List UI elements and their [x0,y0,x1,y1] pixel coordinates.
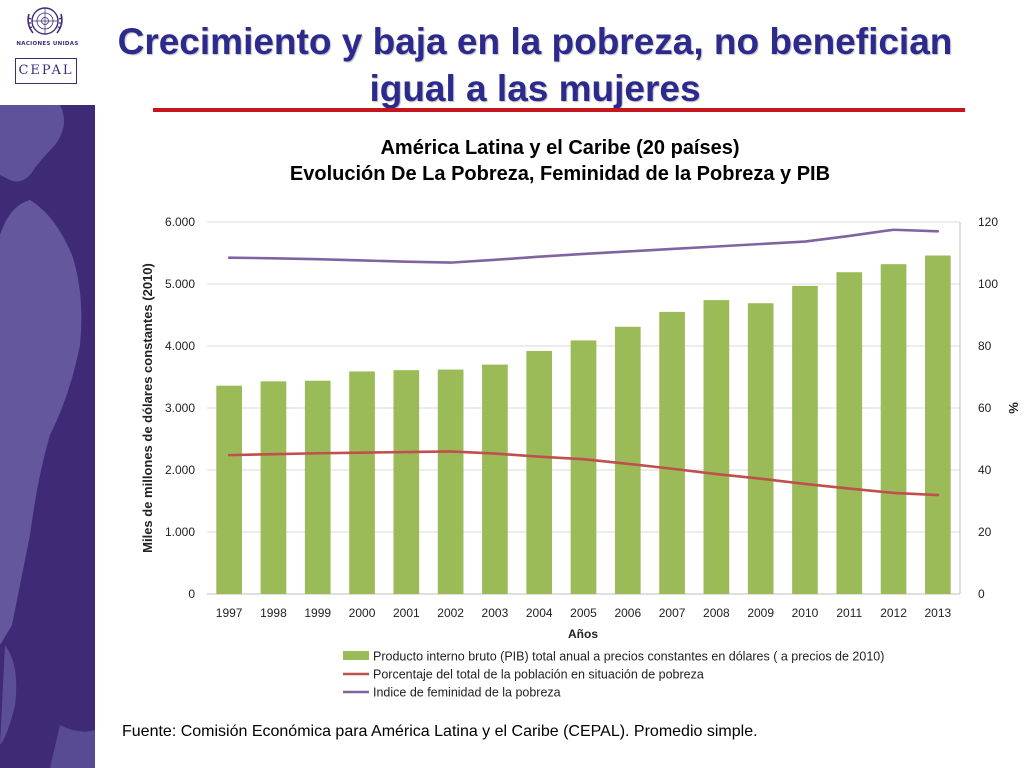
y-tick-label: 2.000 [165,463,195,477]
y-tick-label: 0 [188,587,195,601]
gdp-bar [437,369,464,594]
gdp-bar [703,300,730,594]
gdp-bar [216,385,242,594]
gdp-bar [260,381,287,594]
poverty-percentage-line [227,450,940,497]
y-tick-label: 5.000 [165,277,195,291]
y2-tick-label: 80 [978,339,992,353]
x-tick-label: 2009 [747,606,774,620]
un-name-label: NACIONES UNIDAS [16,41,79,47]
chart-title-line1: América Latina y el Caribe (20 países) [380,137,740,159]
x-tick-label: 2003 [482,606,509,620]
x-tick-label: 2008 [703,606,730,620]
x-tick-label: 2007 [659,606,686,620]
gdp-bars [216,255,951,595]
gdp-bar [482,364,508,594]
gdp-bar [614,326,641,594]
x-tick-label: 2004 [526,606,553,620]
chart-title: América Latina y el Caribe (20 países) E… [200,135,920,187]
logo-area: NACIONES UNIDAS CEPAL [0,0,95,105]
gdp-bar [836,272,863,594]
x-tick-label: 1997 [216,606,243,620]
legend-item-poverty: Porcentaje del total de la población en … [373,668,704,682]
y-axis-label: Miles de millones de dólares constantes … [140,263,155,553]
x-tick-label: 2010 [792,606,819,620]
y-tick-label: 6.000 [165,215,195,229]
x-tick-label: 2006 [614,606,641,620]
y2-axis-label: % [1006,402,1021,414]
gdp-bar [659,311,685,594]
x-tick-label: 1998 [260,606,287,620]
gdp-bar [792,285,818,594]
x-tick-label: 2001 [393,606,420,620]
left-axis-ticks: 0 1.000 2.000 3.000 4.000 5.000 6.000 [165,215,195,601]
gdp-bar [570,340,597,594]
gdp-bar [880,264,907,594]
x-tick-label: 2000 [349,606,376,620]
gdp-bar [747,303,774,594]
y2-tick-label: 0 [978,587,985,601]
x-tick-label: 2002 [437,606,464,620]
gdp-bar [925,255,951,595]
title-underline [153,108,965,112]
y2-tick-label: 20 [978,525,992,539]
legend-swatch-gdp [343,651,369,660]
x-axis-ticks: 1997 1998 1999 2000 2001 2002 2003 2004 2005 2006… [216,606,952,620]
y-tick-label: 4.000 [165,339,195,353]
chart-title-line2: Evolución De La Pobreza, Feminidad de la… [289,163,831,185]
y2-tick-label: 60 [978,401,992,415]
x-axis-label: Años [568,627,598,641]
sidebar-panel: NACIONES UNIDAS CEPAL [0,0,95,768]
gdp-bar [349,371,375,594]
legend-item-feminity: Indice de feminidad de la pobreza [373,686,561,700]
gdp-bar [526,350,553,594]
y2-tick-label: 40 [978,463,992,477]
x-tick-label: 2005 [570,606,597,620]
right-axis-ticks: 0 20 40 60 80 100 120 [978,215,998,601]
y-tick-label: 1.000 [165,525,195,539]
page-title-line2: igual a las mujeres [369,68,701,109]
page-title-line1: Crecimiento y baja en la pobreza, no ben… [117,21,953,62]
legend-item-gdp: Producto interno bruto (PIB) total anual… [373,650,884,664]
source-note: Fuente: Comisión Económica para América … [122,723,758,740]
gdp-bar [304,380,331,594]
x-tick-label: 1999 [304,606,331,620]
y2-tick-label: 100 [978,277,998,291]
x-tick-label: 2013 [925,606,952,620]
gdp-bar [393,370,420,594]
y-tick-label: 3.000 [165,401,195,415]
un-emblem-icon [27,7,63,35]
series-lines [227,228,940,497]
y2-tick-label: 120 [978,215,998,229]
world-map-decoration [0,105,95,768]
cepal-logo: CEPAL [15,58,77,84]
feminity-index-line [227,228,940,264]
page-title: Crecimiento y baja en la pobreza, no ben… [80,18,990,112]
chart-legend: Producto interno bruto (PIB) total anual… [343,650,884,700]
x-tick-label: 2011 [836,606,862,620]
x-tick-label: 2012 [880,606,907,620]
